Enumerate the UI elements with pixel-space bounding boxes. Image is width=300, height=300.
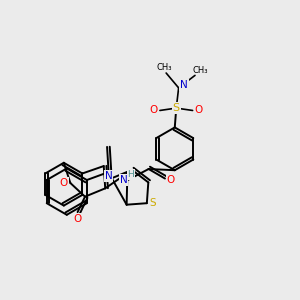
Text: CH₃: CH₃ <box>193 66 208 75</box>
Text: H: H <box>128 170 134 179</box>
Text: S: S <box>149 198 156 208</box>
Text: O: O <box>74 214 82 224</box>
Text: CH₃: CH₃ <box>157 63 172 72</box>
Text: O: O <box>194 106 203 116</box>
Text: N: N <box>120 175 128 185</box>
Text: S: S <box>173 103 180 113</box>
Text: O: O <box>150 106 158 116</box>
Text: O: O <box>60 178 68 188</box>
Text: N: N <box>105 171 113 181</box>
Text: N: N <box>180 80 188 90</box>
Text: O: O <box>167 175 175 185</box>
